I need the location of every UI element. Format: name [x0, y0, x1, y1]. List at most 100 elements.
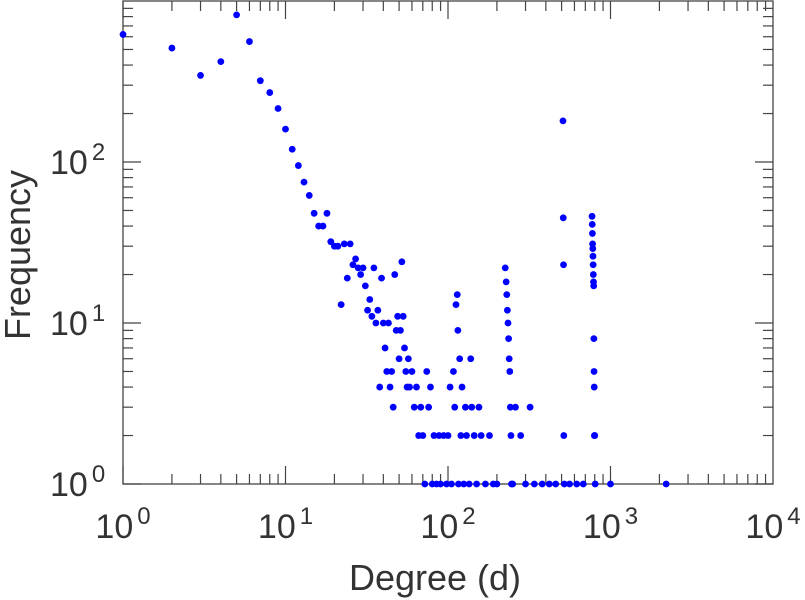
data-point — [560, 432, 568, 439]
data-point — [573, 480, 581, 488]
data-point — [566, 480, 573, 488]
data-point — [364, 306, 371, 314]
data-point — [460, 480, 468, 488]
data-point — [590, 282, 598, 290]
data-point — [590, 335, 598, 343]
data-point — [394, 312, 402, 320]
data-point — [379, 319, 387, 327]
data-point — [419, 432, 427, 439]
data-point — [374, 306, 382, 314]
data-point — [448, 480, 455, 488]
data-point — [217, 58, 225, 66]
plot-frame — [122, 0, 774, 485]
data-point — [505, 335, 512, 343]
data-point — [444, 432, 452, 439]
data-point — [327, 238, 335, 246]
data-point — [451, 403, 459, 411]
data-point — [395, 355, 403, 363]
data-point — [413, 383, 420, 391]
data-point — [467, 355, 475, 363]
data-point — [588, 220, 596, 228]
data-point — [256, 77, 264, 85]
data-point — [450, 368, 457, 375]
data-point — [482, 480, 489, 488]
data-point — [381, 344, 389, 352]
data-point — [397, 326, 404, 334]
data-point — [402, 368, 410, 375]
data-point — [517, 432, 525, 439]
data-point — [305, 192, 313, 199]
data-point — [346, 240, 354, 248]
data-point — [389, 403, 397, 411]
y-axis-title: Frequency — [0, 170, 38, 340]
data-point — [349, 261, 357, 269]
data-point — [357, 271, 365, 278]
data-point — [319, 222, 327, 230]
data-point — [423, 368, 431, 375]
x-tick-label: 10 2 — [420, 503, 475, 546]
data-point — [457, 432, 465, 439]
x-tick-label: 10 0 — [95, 503, 150, 546]
data-point — [589, 271, 597, 278]
data-point — [334, 242, 342, 250]
y-tick-label: 10 1 — [50, 300, 105, 343]
data-point — [376, 383, 384, 391]
data-point — [391, 271, 399, 278]
data-point — [486, 432, 493, 439]
data-point — [538, 480, 546, 488]
data-point — [662, 480, 670, 488]
data-point — [446, 383, 454, 391]
data-point — [352, 255, 359, 263]
data-point — [310, 209, 318, 217]
data-point — [430, 432, 438, 439]
data-point — [425, 403, 433, 411]
data-point — [588, 212, 596, 220]
data-point — [505, 355, 513, 363]
data-point — [406, 383, 413, 391]
data-point — [323, 209, 331, 217]
data-point — [378, 274, 385, 282]
x-tick-label: 10 4 — [745, 503, 800, 546]
x-tick-label: 10 3 — [583, 503, 638, 546]
data-point — [591, 432, 599, 439]
data-point — [383, 368, 391, 375]
data-point — [119, 31, 127, 38]
data-point — [246, 38, 253, 45]
x-axis-title: Degree (d) — [349, 557, 521, 598]
data-point — [470, 432, 478, 439]
axis-ticks — [122, 1, 773, 485]
data-point — [503, 306, 511, 314]
data-point — [503, 291, 511, 299]
y-tick-label: 10 0 — [50, 461, 105, 504]
data-point — [475, 403, 483, 411]
data-point — [590, 368, 598, 375]
data-point — [388, 368, 396, 375]
data-point — [552, 480, 560, 488]
data-point — [458, 383, 466, 391]
data-point — [507, 432, 515, 439]
data-point — [340, 240, 348, 248]
data-point — [417, 403, 425, 411]
data-point — [453, 291, 461, 299]
data-point — [589, 261, 597, 269]
data-point — [386, 383, 394, 391]
data-point — [506, 403, 514, 411]
data-point — [435, 432, 443, 439]
data-point — [197, 72, 204, 79]
data-point — [366, 296, 374, 303]
data-point — [579, 480, 587, 488]
data-point — [589, 252, 597, 260]
data-point — [437, 480, 444, 488]
data-point — [359, 264, 367, 272]
x-tick-label: 10 1 — [258, 503, 313, 546]
data-point — [502, 278, 510, 286]
data-point — [361, 282, 369, 290]
data-point — [408, 368, 416, 375]
data-point — [421, 480, 429, 488]
data-point — [370, 264, 378, 272]
data-point — [385, 319, 392, 327]
data-point — [401, 344, 408, 352]
data-point — [560, 480, 568, 488]
data-point — [300, 178, 308, 186]
